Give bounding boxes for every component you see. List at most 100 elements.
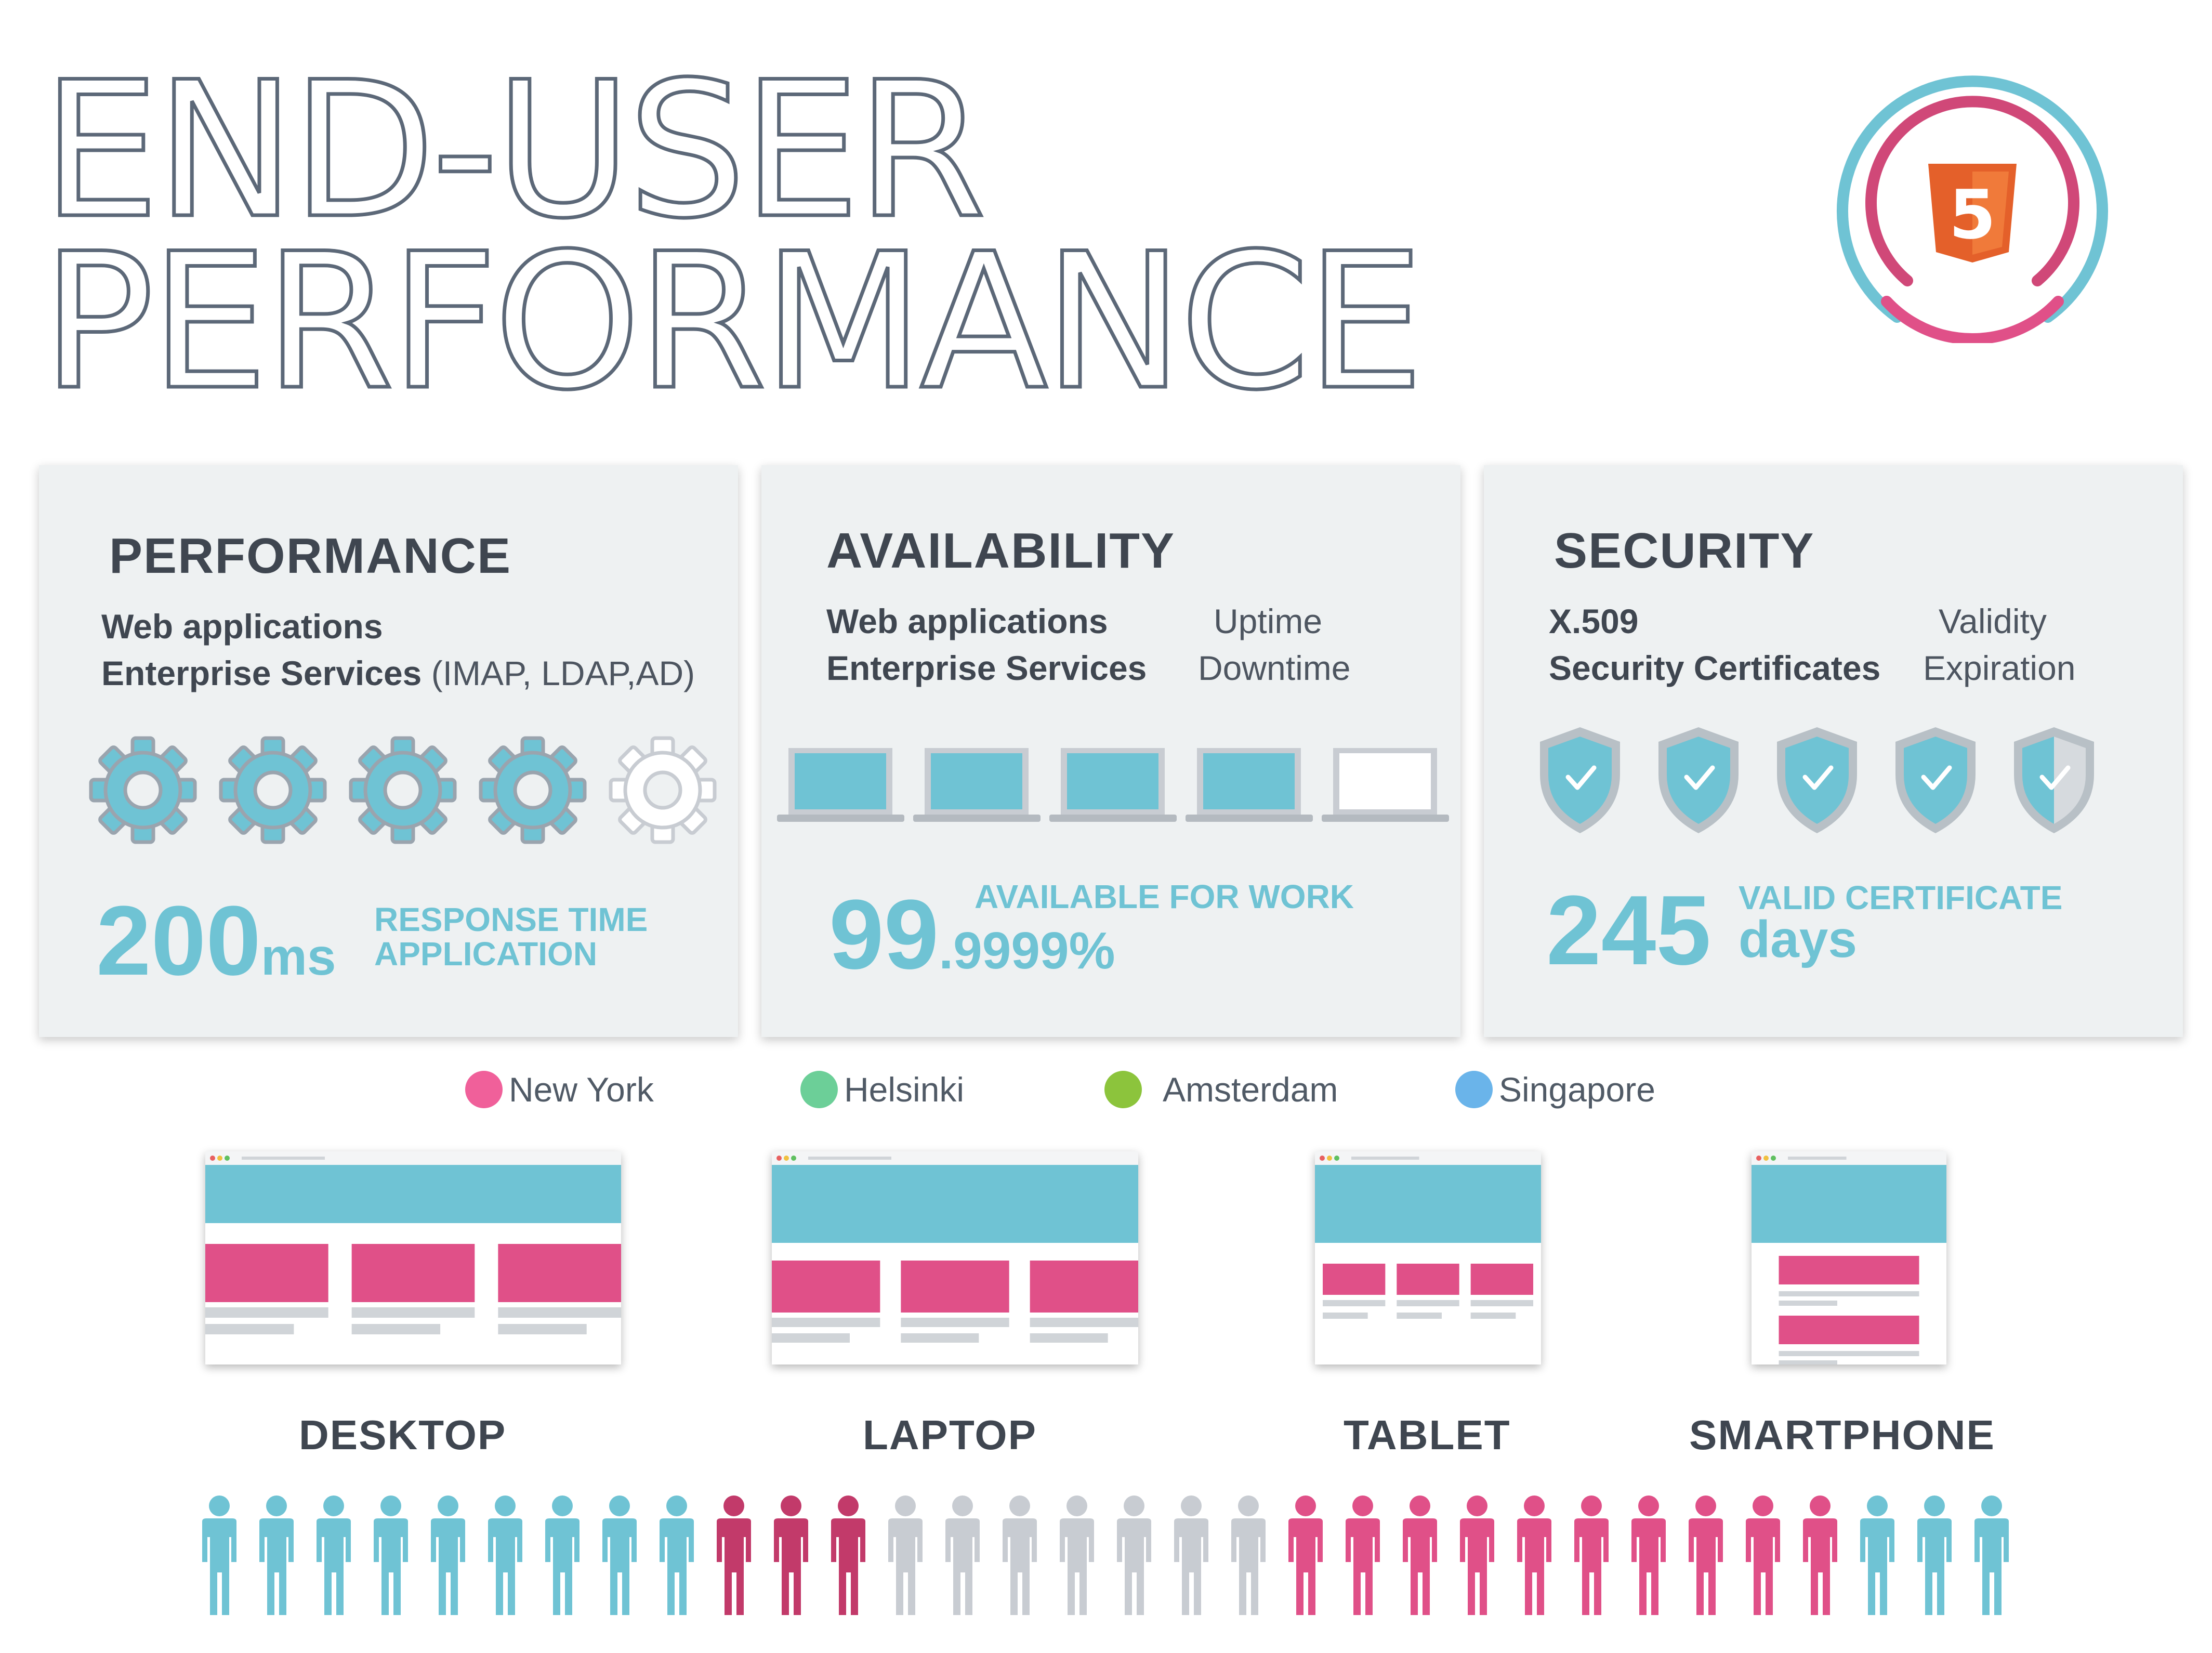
laptop-icon [777, 748, 904, 822]
card-title: PERFORMANCE [109, 528, 512, 584]
legend-item-singapore: Singapore [1455, 1070, 1655, 1109]
legend-dot [1104, 1071, 1142, 1108]
person-icon [945, 1495, 980, 1615]
gear-icon [609, 736, 717, 844]
person-icon [374, 1495, 408, 1615]
svg-text:5: 5 [1949, 175, 1996, 254]
person-icon [602, 1495, 637, 1615]
metric-label: VALID CERTIFICATE [1739, 879, 2063, 916]
card-title: SECURITY [1554, 523, 1815, 579]
card-line1: Web applications [101, 607, 383, 646]
person-icon [1231, 1495, 1266, 1615]
gear-icon [219, 736, 327, 844]
person-icon [488, 1495, 522, 1615]
card-line1: X.509 [1549, 602, 1639, 640]
browser-window-graphic [772, 1151, 1138, 1343]
shield-check-icon [2014, 727, 2094, 833]
metric-value: 200 [96, 886, 261, 996]
availability-card: AVAILABILITY Web applications Uptime Ent… [761, 465, 1460, 1037]
shield-check-icon [1540, 727, 1620, 833]
person-icon [259, 1495, 294, 1615]
metric-fraction: .9999% [939, 922, 1115, 980]
person-icon [1288, 1495, 1323, 1615]
legend-label: Amsterdam [1163, 1070, 1338, 1109]
person-icon [1403, 1495, 1437, 1615]
person-icon [1346, 1495, 1380, 1615]
person-icon [1860, 1495, 1894, 1615]
desktop-browser-icon [205, 1151, 621, 1365]
card-line1: Web applications [826, 602, 1108, 640]
legend-label: New York [509, 1070, 654, 1109]
tablet-browser-icon [1315, 1151, 1541, 1365]
legend-dot [800, 1071, 838, 1108]
metric-value: 99 [829, 880, 939, 990]
device-label-smartphone: SMARTPHONE [1689, 1412, 1995, 1458]
person-icon [717, 1495, 751, 1615]
metric-unit: ms [261, 928, 336, 986]
browser-window-graphic [1315, 1151, 1541, 1319]
person-icon [1460, 1495, 1494, 1615]
shield-check-icon [1777, 727, 1857, 833]
legend-item-helsinki: Helsinki [800, 1070, 964, 1109]
page-title-line2: PERFORMANCE [40, 213, 1426, 431]
performance-card: PERFORMANCE Web applications Enterprise … [39, 465, 738, 1037]
device-label-desktop: DESKTOP [299, 1412, 507, 1458]
person-icon [1003, 1495, 1037, 1615]
person-icon [1117, 1495, 1151, 1615]
person-icon [1574, 1495, 1609, 1615]
laptop-icon [1049, 748, 1177, 822]
laptop-icon [1322, 748, 1449, 822]
html5-rings-icon: 5 [1837, 75, 2108, 343]
laptop-icon [913, 748, 1041, 822]
person-icon [317, 1495, 351, 1615]
person-icon [1974, 1495, 2009, 1615]
laptop-icon [1186, 748, 1313, 822]
person-icon [1517, 1495, 1551, 1615]
security-card: SECURITY X.509 Validity Security Certifi… [1484, 465, 2183, 1037]
device-label-tablet: TABLET [1344, 1412, 1511, 1458]
card-line2: Enterprise Services [826, 649, 1147, 687]
shield-check-icon [1895, 727, 1976, 833]
metric-label-line1: RESPONSE TIME [374, 901, 648, 938]
metric-unit: days [1739, 910, 1857, 968]
person-icon [202, 1495, 236, 1615]
card-title: AVAILABILITY [826, 523, 1176, 579]
gear-icon [89, 736, 197, 844]
browser-window-graphic [1752, 1151, 1946, 1366]
page-title-line1: END-USER [40, 42, 988, 259]
person-icon [1803, 1495, 1837, 1615]
person-icon [1174, 1495, 1208, 1615]
person-icon [660, 1495, 694, 1615]
person-icon [831, 1495, 865, 1615]
legend-dot [1455, 1071, 1493, 1108]
metric-label: AVAILABLE FOR WORK [975, 878, 1354, 915]
metric-label-line2: APPLICATION [374, 935, 598, 973]
device-label-laptop: LAPTOP [863, 1412, 1037, 1458]
legend-label: Helsinki [844, 1070, 965, 1109]
gear-icon [349, 736, 457, 844]
person-icon [1631, 1495, 1666, 1615]
legend-item-new-york: New York [465, 1070, 654, 1109]
gear-icon [479, 736, 587, 844]
person-icon [1689, 1495, 1723, 1615]
smartphone-browser-icon [1752, 1151, 1946, 1366]
card-line2-bold: Enterprise Services [101, 654, 422, 692]
legend-label: Singapore [1499, 1070, 1655, 1109]
browser-window-graphic [205, 1151, 621, 1334]
person-icon [545, 1495, 580, 1615]
card-line2: Security Certificates [1549, 649, 1881, 687]
card-line1-right: Validity [1939, 602, 2047, 640]
person-icon [1746, 1495, 1780, 1615]
shield-check-icon [1658, 727, 1739, 833]
card-line2-rest: (IMAP, LDAP,AD) [422, 654, 695, 692]
laptop-browser-icon [772, 1151, 1138, 1365]
person-icon [431, 1495, 465, 1615]
card-line2-right: Expiration [1923, 649, 2076, 687]
card-line2-right: Downtime [1198, 649, 1351, 687]
metric-value: 245 [1546, 875, 1711, 986]
legend-item-amsterdam: Amsterdam [1104, 1070, 1338, 1109]
person-icon [1917, 1495, 1952, 1615]
card-line1-right: Uptime [1214, 602, 1323, 640]
people-row [195, 1494, 2045, 1619]
person-icon [774, 1495, 808, 1615]
